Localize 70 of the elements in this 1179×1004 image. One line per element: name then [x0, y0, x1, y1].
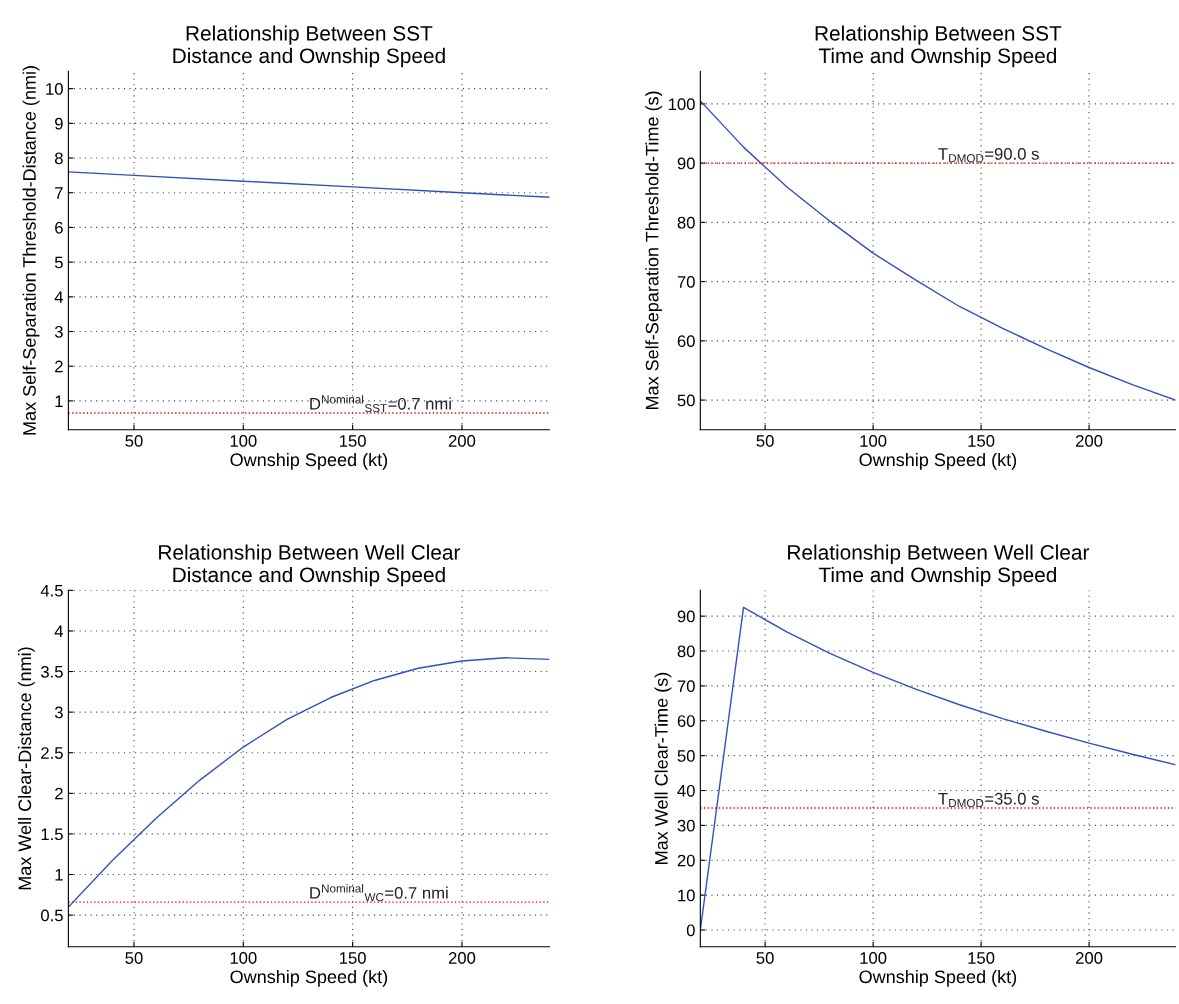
x-tick-label: 200: [448, 435, 476, 447]
x-tick-label: 200: [1076, 952, 1103, 964]
line-series: [68, 657, 550, 908]
y-tick-label: 60: [677, 335, 695, 348]
x-tick-label: 100: [230, 952, 257, 964]
y-axis-title: Max Well Clear-Distance (nmi): [17, 647, 35, 890]
y-axis-title: Max Well Clear-Time (s): [654, 672, 672, 864]
y-tick-label: 0: [686, 924, 695, 937]
y-tick-label: 0.5: [41, 909, 63, 922]
y-axis-title: Max Self-Separation Threshold-Distance (nmi): [22, 66, 40, 435]
y-tick-label: 2: [55, 360, 63, 373]
y-tick-label: 60: [677, 715, 695, 727]
x-tick-label: 150: [968, 952, 995, 964]
y-tick-label: 10: [678, 889, 695, 902]
y-tick-label: 2: [55, 787, 63, 800]
x-tick-label: 50: [756, 435, 774, 447]
x-tick-label: 100: [230, 435, 257, 447]
y-tick-label: 50: [677, 750, 695, 762]
y-axis-title: Max Self-Separation Threshold-Time (s): [645, 91, 663, 410]
y-tick-label: 3: [54, 706, 63, 719]
y-tick-label: 20: [677, 854, 695, 867]
y-tick-label: 1: [55, 395, 63, 407]
y-tick-label: 80: [677, 216, 695, 229]
y-tick-label: 90: [677, 610, 695, 623]
x-axis-title: Ownship Speed (kt): [859, 452, 1017, 470]
x-tick-label: 100: [860, 435, 887, 447]
chart-title: Relationship Between SST Time and Ownship Speed: [815, 25, 1062, 68]
y-tick-label: 5: [54, 256, 63, 269]
y-tick-label: 4: [54, 291, 64, 303]
x-tick-label: 150: [968, 435, 995, 447]
y-tick-label: 70: [677, 680, 695, 693]
x-axis-title: Ownship Speed (kt): [230, 969, 388, 987]
x-axis-title: Ownship Speed (kt): [230, 452, 388, 470]
y-tick-label: 3.5: [40, 665, 63, 678]
y-tick-label: 7: [55, 187, 63, 199]
ref-line-label: D$^{Nominal}$$_{WC}$=0.7 nmi: [310, 883, 448, 902]
x-tick-label: 100: [860, 952, 887, 964]
line-series: [700, 100, 1176, 401]
y-tick-label: 4: [54, 625, 64, 637]
x-tick-label: 50: [125, 952, 143, 964]
y-tick-label: 8: [54, 152, 63, 165]
y-tick-label: 10: [46, 83, 63, 95]
y-tick-label: 3: [54, 325, 63, 338]
x-tick-label: 150: [340, 435, 366, 447]
ref-line-label: T$_{DMOD}$=35.0 s: [938, 792, 1039, 808]
y-tick-label: 30: [677, 819, 695, 832]
chart-title: Relationship Between Well Clear Time and Ownship Speed: [788, 544, 1090, 587]
line-series: [68, 171, 550, 198]
chart-title: Relationship Between Well Clear Distance and Ownship Speed: [159, 544, 461, 587]
y-tick-label: 4.5: [40, 584, 63, 597]
y-tick-label: 70: [677, 276, 695, 288]
y-tick-label: 50: [677, 394, 695, 407]
y-tick-label: 6: [55, 221, 63, 234]
y-tick-label: 1.5: [41, 828, 63, 841]
ref-line-label: T$_{DMOD}$=90.0 s: [938, 147, 1039, 163]
x-tick-label: 200: [1076, 435, 1103, 447]
x-tick-label: 150: [340, 952, 366, 964]
ref-line-label: D$^{Nominal}$$_{SST}$=0.7 nmi: [310, 394, 451, 413]
y-tick-label: 90: [677, 157, 695, 170]
x-axis-title: Ownship Speed (kt): [859, 969, 1017, 987]
y-tick-label: 1: [55, 869, 63, 881]
x-tick-label: 200: [448, 952, 476, 964]
y-tick-label: 100: [668, 98, 695, 111]
x-tick-label: 50: [125, 435, 143, 447]
y-tick-label: 2.5: [41, 747, 63, 759]
chart-title: Relationship Between SST Distance and Ownship Speed: [173, 25, 445, 68]
y-tick-label: 40: [677, 784, 695, 797]
y-tick-label: 80: [677, 645, 695, 658]
y-tick-label: 9: [55, 117, 63, 130]
x-tick-label: 50: [756, 952, 774, 964]
